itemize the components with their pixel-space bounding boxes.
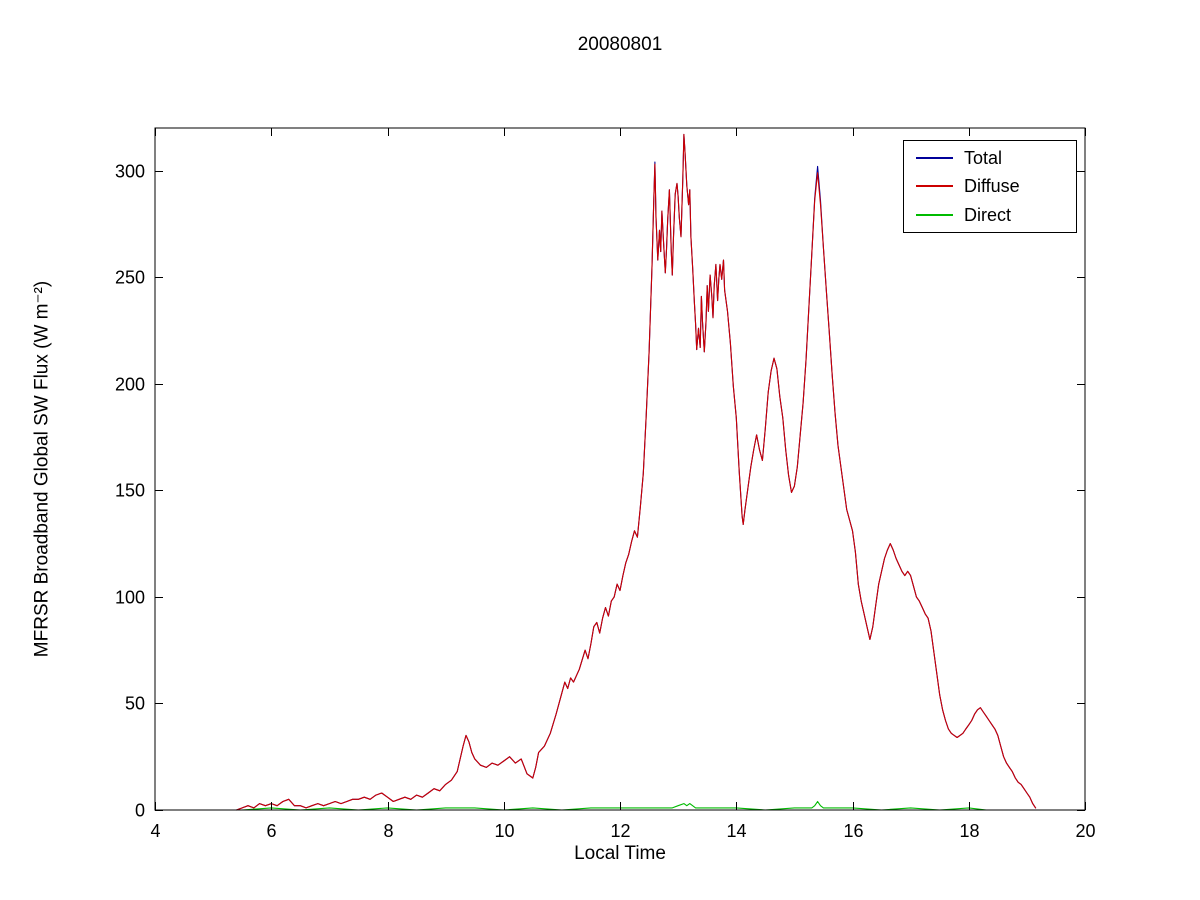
- chart-title: 20080801: [577, 34, 663, 55]
- legend: Total Diffuse Direct: [903, 140, 1077, 233]
- y-tick-label: 200: [115, 375, 145, 395]
- legend-item-direct: Direct: [904, 201, 1076, 229]
- legend-label-total: Total: [964, 148, 1003, 169]
- legend-item-total: Total: [904, 144, 1076, 172]
- x-tick-label: 20: [1075, 821, 1095, 841]
- x-tick-label: 4: [150, 821, 160, 841]
- legend-diffuse-line-icon: [916, 185, 953, 188]
- x-axis-label: Local Time: [574, 843, 666, 864]
- y-tick-label: 100: [115, 588, 145, 608]
- x-tick-label: 10: [494, 821, 514, 841]
- y-tick-label: 250: [115, 268, 145, 288]
- x-tick-label: 16: [843, 821, 863, 841]
- x-tick-label: 14: [726, 821, 746, 841]
- y-axis-label: MFRSR Broadband Global SW Flux (W m⁻²): [31, 280, 53, 658]
- series-line-total: [235, 133, 1037, 811]
- x-tick-label: 18: [959, 821, 979, 841]
- series-line-direct: [241, 800, 1005, 811]
- x-tick-label: 6: [266, 821, 276, 841]
- x-tick-label: 8: [383, 821, 393, 841]
- legend-direct-line-icon: [916, 213, 953, 216]
- legend-item-diffuse: Diffuse: [904, 172, 1076, 200]
- x-tick-label: 12: [610, 821, 630, 841]
- y-tick-label: 150: [115, 481, 145, 501]
- y-tick-label: 0: [135, 801, 145, 821]
- legend-total-line-icon: [916, 157, 953, 160]
- legend-label-direct: Direct: [964, 204, 1012, 225]
- y-tick-label: 300: [115, 162, 145, 182]
- legend-label-diffuse: Diffuse: [964, 176, 1020, 197]
- series-line-diffuse: [235, 133, 1037, 811]
- y-tick-label: 50: [125, 694, 145, 714]
